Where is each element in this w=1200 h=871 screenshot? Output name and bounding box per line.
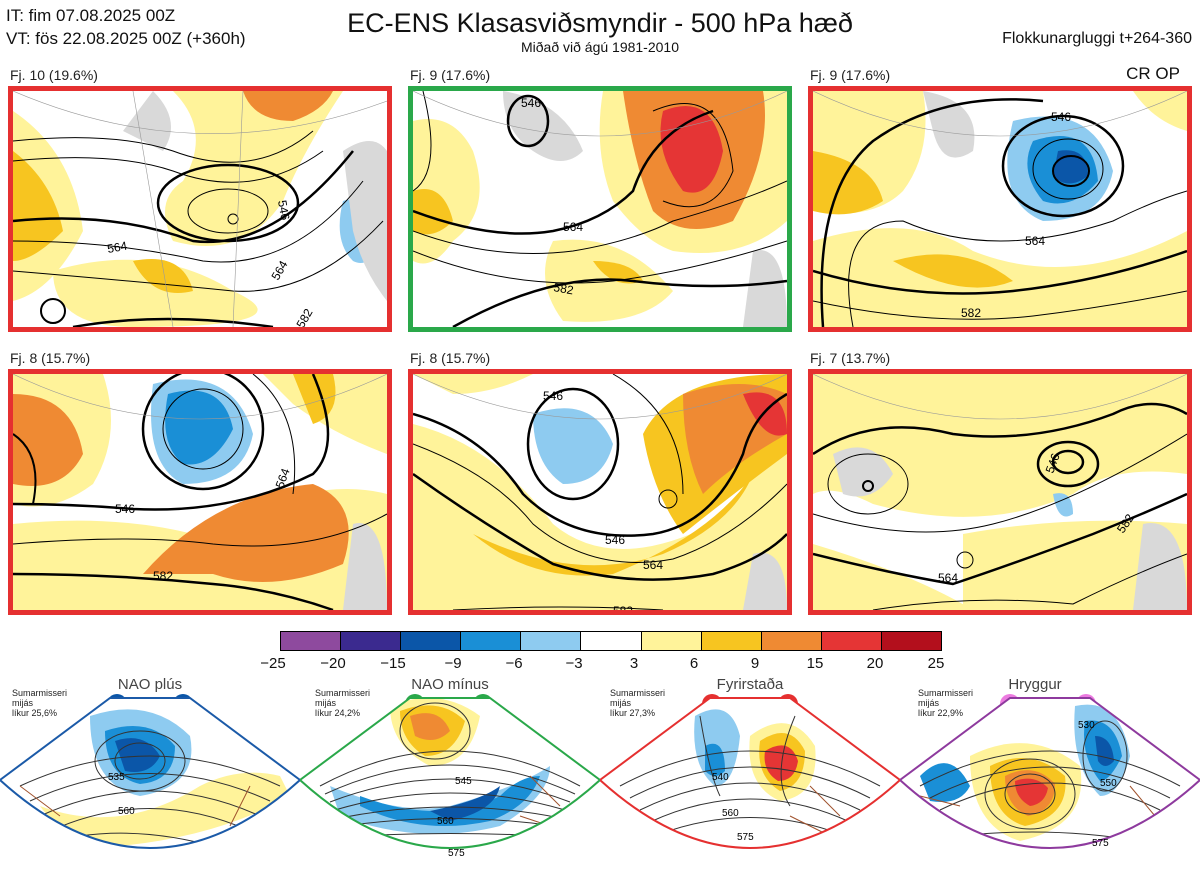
colorbar-tick: −3 [565,655,583,672]
regime-name: Fyrirstaða [716,676,784,693]
panel-4-label: Fj. 8 (15.7%) [10,350,91,366]
colorbar-tick: −9 [444,655,462,672]
contour-label: 530 [1078,720,1095,731]
contour-label: 575 [448,848,465,859]
contour-label: 582 [613,604,633,610]
colorbar-tick: 6 [689,655,699,672]
regime-name: Hryggur [1008,676,1062,693]
contour-label: 546 [115,502,135,516]
colorbar-tick: −6 [505,655,523,672]
init-time: IT: fim 07.08.2025 00Z [6,6,176,25]
colorbar-segment [760,632,821,650]
regime-note: Sumarmisseri mijás líkur 25,6% [12,688,68,718]
window-label: Flokkunargluggi t+264-360 [1002,30,1192,47]
regime-blocking: Sumarmisseri mijás líkur 27,3% Fyrirstaða … [600,676,900,871]
contour-label: 546 [1051,110,1071,124]
colorbar-segment [340,632,401,650]
colorbar-segment [281,632,341,650]
regime-map: 535 560 [0,697,300,849]
contour-label: 546 [521,96,541,110]
map-panel-6: 546 564 582 [808,369,1192,615]
colorbar-segment [460,632,521,650]
contour-label: 564 [106,239,128,256]
regime-note: Sumarmisseri mijás líkur 22,9% [918,688,974,718]
regime-map: 530 550 575 [900,697,1200,849]
contour-label: 546 [1043,451,1063,475]
panel-6-label: Fj. 7 (13.7%) [810,350,891,366]
regime-map: 540 560 575 [600,697,900,849]
valid-time: VT: fös 22.08.2025 00Z (+360h) [6,29,246,48]
contour-label: 564 [563,220,583,234]
colorbar-tick: 3 [629,655,639,672]
colorbar-tick: −15 [380,655,406,672]
colorbar-segment [400,632,461,650]
contour-label: 560 [437,816,454,827]
colorbar-segment [880,632,942,650]
panel-3-label: Fj. 9 (17.6%) [810,67,891,83]
regime-note: Sumarmisseri mijás líkur 27,3% [610,688,666,718]
colorbar-segment [820,632,881,650]
colorbar-tick: 20 [866,655,884,672]
contour-label: 564 [1025,234,1045,248]
map-panel-4: 546 564 582 [8,369,392,615]
regime-nao-plus: Sumarmisseri mijás líkur 25,6% NAO plús 53… [0,676,300,871]
regime-name: NAO plús [117,676,183,693]
colorbar-segment [520,632,581,650]
contour-label: 582 [961,306,981,320]
regime-nao-minus: Sumarmisseri mijás líkur 24,2% NAO mínus 5… [300,676,600,871]
regime-note: Sumarmisseri mijás líkur 24,2% [315,688,371,718]
contour-label: 545 [455,776,472,787]
contour-label: 575 [1092,838,1109,849]
colorbar-tick: −25 [260,655,286,672]
header-info: IT: fim 07.08.2025 00Z VT: fös 22.08.202… [6,4,246,50]
colorbar-segment [700,632,761,650]
contour-label: 546 [275,199,292,221]
contour-label: 535 [108,772,125,783]
map-panel-5: 546 546 564 582 [408,369,792,615]
regime-ridge: Sumarmisseri mijás líkur 22,9% Hryggur [900,676,1200,871]
map-panel-1: 564 546 564 582 [8,86,392,332]
contour-label: 564 [643,558,663,572]
contour-label: 560 [118,806,135,817]
contour-label: 560 [722,808,739,819]
contour-label: 540 [712,772,729,783]
panel-5-label: Fj. 8 (15.7%) [410,350,491,366]
contour-label: 546 [605,533,625,547]
colorbar-segment [580,632,641,650]
map-panel-2: 546 564 582 [408,86,792,332]
contour-label: 575 [737,832,754,843]
regime-name: NAO mínus [411,676,489,693]
colorbar [280,631,942,651]
crop-label: CR OP [1126,64,1180,83]
contour-label: 546 [543,389,563,403]
map-panel-3: 546 564 582 [808,86,1192,332]
panel-2-label: Fj. 9 (17.6%) [410,67,491,83]
page-title: EC-ENS Klasasviðsmyndir - 500 hPa hæð [347,8,853,38]
colorbar-segment [640,632,701,650]
colorbar-tick: 25 [927,655,945,672]
regime-map: 545 560 575 [300,697,600,859]
contour-label: 582 [153,569,173,583]
colorbar-tick: −20 [320,655,346,672]
contour-label: 550 [1100,778,1117,789]
contour-label: 582 [552,280,574,297]
panel-1-label: Fj. 10 (19.6%) [10,67,98,83]
contour-label: 564 [938,571,958,585]
colorbar-tick: 15 [806,655,824,672]
contour-label: 564 [273,466,293,490]
page-subtitle: Miðað við ágú 1981-2010 [520,39,679,55]
colorbar-tick: 9 [750,655,760,672]
